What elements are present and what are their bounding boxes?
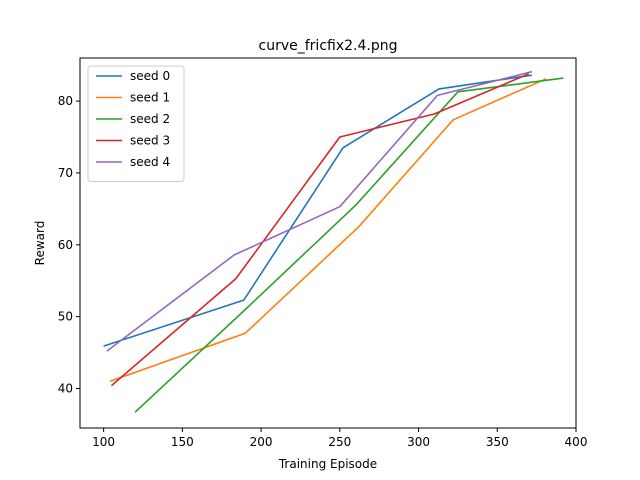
y-tick-label: 70: [58, 166, 73, 180]
legend-label: seed 3: [130, 134, 170, 148]
series-line-seed-1: [109, 78, 547, 383]
x-tick-label: 350: [486, 435, 509, 449]
y-tick-label: 50: [58, 310, 73, 324]
y-axis-label: Reward: [33, 221, 47, 266]
series-line-seed-4: [106, 70, 533, 352]
series-line-seed-0: [103, 74, 533, 347]
series-line-seed-2: [134, 77, 564, 413]
y-tick-label: 40: [58, 381, 73, 395]
y-tick-label: 80: [58, 94, 73, 108]
legend-label: seed 1: [130, 91, 170, 105]
series-line-seed-3: [110, 73, 530, 387]
legend: seed 0 seed 1 seed 2 seed 3 seed 4: [87, 65, 185, 182]
x-tick-label: 150: [171, 435, 194, 449]
y-tick-label: 60: [58, 238, 73, 252]
legend-label: seed 4: [130, 155, 170, 169]
x-tick-label: 100: [92, 435, 115, 449]
x-tick-label: 200: [250, 435, 273, 449]
legend-label: seed 0: [130, 69, 170, 83]
x-tick-label: 250: [328, 435, 351, 449]
chart-title: curve_fricfix2.4.png: [259, 38, 398, 54]
x-axis-ticks: 100 150 200 250 300 350 400: [92, 428, 587, 449]
axes-frame: [79, 57, 577, 429]
legend-label: seed 2: [130, 112, 170, 126]
x-tick-label: 400: [565, 435, 588, 449]
x-tick-label: 300: [407, 435, 430, 449]
y-axis-ticks: 40 50 60 70 80: [58, 94, 80, 395]
legend-box: [87, 65, 185, 182]
plot-lines: [103, 70, 564, 413]
x-axis-label: Training Episode: [278, 457, 377, 471]
